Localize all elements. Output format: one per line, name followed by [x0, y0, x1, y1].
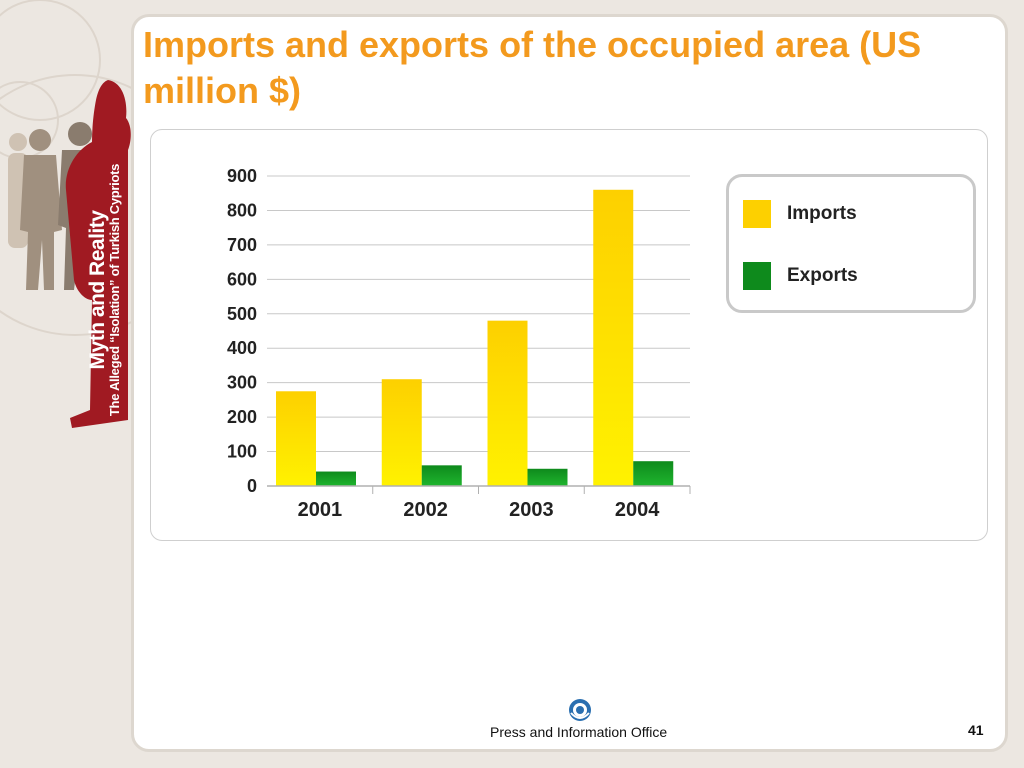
y-tick-label: 500	[227, 304, 257, 324]
y-tick-label: 600	[227, 269, 257, 289]
legend-item-imports: Imports	[743, 199, 857, 229]
silhouette-person-icon	[20, 129, 62, 290]
y-tick-label: 0	[247, 476, 257, 496]
legend-item-exports: Exports	[743, 261, 858, 291]
y-tick-label: 200	[227, 407, 257, 427]
slide-title: Imports and exports of the occupied area…	[143, 24, 922, 111]
axis-labels: 0 100 200 300 400 500 600 700 800 900 2001 2002 2003…	[227, 166, 660, 521]
y-tick-label: 700	[227, 235, 257, 255]
x-category-label: 2003	[509, 499, 554, 521]
bar-exports-2004	[633, 461, 674, 486]
x-category-label: 2004	[615, 499, 660, 521]
chart-legend: Imports Exports	[726, 174, 976, 313]
bar-exports-2002	[421, 465, 462, 486]
y-tick-label: 300	[227, 373, 257, 393]
bars	[276, 189, 674, 486]
sidebar-branding-text: Myth and Reality The Alleged “Isolation”…	[86, 163, 122, 417]
bar-chart: 0 100 200 300 400 500 600 700 800 900 2001 2002 2003…	[227, 166, 691, 521]
bar-exports-2001	[316, 471, 356, 486]
bar-imports-2002	[381, 379, 422, 486]
bar-imports-2003	[487, 320, 528, 486]
sidebar-branding: Myth and Reality The Alleged “Isolation”…	[0, 0, 140, 768]
bar-imports-2004	[593, 189, 634, 486]
branding-title: Myth and Reality	[86, 210, 109, 370]
y-tick-label: 400	[227, 338, 257, 358]
legend-swatch-exports	[743, 262, 771, 290]
legend-label-exports: Exports	[787, 265, 858, 286]
y-tick-label: 100	[227, 442, 257, 462]
sidebar-illustration	[0, 0, 140, 428]
x-category-label: 2001	[298, 499, 343, 521]
decor-circle	[0, 0, 101, 121]
legend-swatch-imports	[743, 200, 771, 228]
decor-circle	[0, 74, 140, 336]
silhouette-woman-icon	[65, 80, 131, 428]
legend-label-imports: Imports	[787, 203, 857, 224]
y-tick-label: 900	[227, 166, 257, 186]
x-category-label: 2002	[403, 499, 448, 521]
branding-subtitle: The Alleged “Isolation” of Turkish Cypri…	[107, 163, 122, 417]
page-number: 41	[968, 722, 984, 738]
bar-exports-2003	[527, 468, 568, 486]
footer-organization: Press and Information Office	[490, 724, 668, 740]
bar-imports-2001	[276, 391, 316, 486]
y-tick-label: 800	[227, 200, 257, 220]
press-office-logo-icon	[569, 699, 591, 721]
axes	[267, 485, 691, 494]
